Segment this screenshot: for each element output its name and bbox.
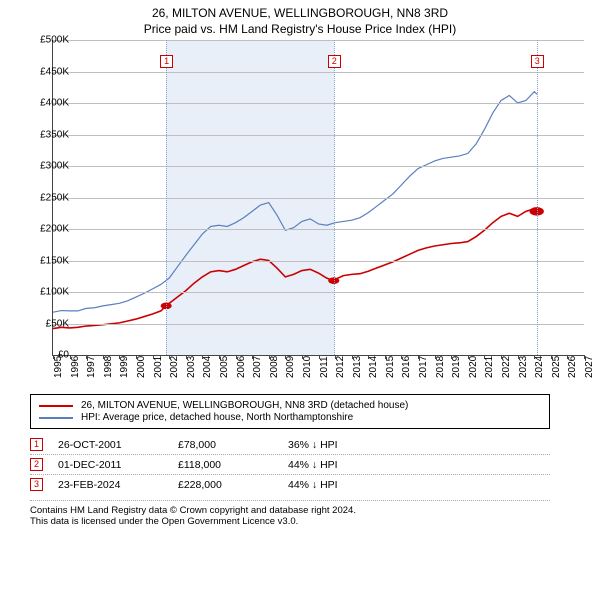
transaction-date: 23-FEB-2024 bbox=[58, 479, 178, 491]
x-axis-label: 2004 bbox=[202, 356, 213, 378]
y-axis-label: £150K bbox=[19, 255, 69, 266]
transaction-delta: 36% ↓ HPI bbox=[288, 439, 550, 451]
transaction-guideline bbox=[334, 40, 335, 355]
footer-line-2: This data is licensed under the Open Gov… bbox=[30, 516, 550, 527]
legend-swatch bbox=[39, 417, 73, 419]
gridline bbox=[53, 135, 584, 136]
x-axis-label: 1995 bbox=[53, 356, 64, 378]
x-axis-label: 2009 bbox=[285, 356, 296, 378]
y-axis-label: £250K bbox=[19, 192, 69, 203]
y-axis-label: £200K bbox=[19, 224, 69, 235]
gridline bbox=[53, 229, 584, 230]
y-axis-label: £350K bbox=[19, 129, 69, 140]
legend-row: HPI: Average price, detached house, Nort… bbox=[39, 412, 541, 423]
plot-area: £0£50K£100K£150K£200K£250K£300K£350K£400… bbox=[52, 40, 584, 356]
transaction-marker: 3 bbox=[531, 55, 544, 68]
footer-line-1: Contains HM Land Registry data © Crown c… bbox=[30, 505, 550, 516]
legend-swatch bbox=[39, 405, 73, 407]
x-axis-label: 2013 bbox=[352, 356, 363, 378]
x-axis-label: 2005 bbox=[219, 356, 230, 378]
x-axis-label: 2024 bbox=[534, 356, 545, 378]
transaction-guideline bbox=[166, 40, 167, 355]
x-axis-label: 2020 bbox=[468, 356, 479, 378]
gridline bbox=[53, 261, 584, 262]
x-axis-label: 2015 bbox=[385, 356, 396, 378]
plot-wrap: £0£50K£100K£150K£200K£250K£300K£350K£400… bbox=[30, 40, 590, 380]
gridline bbox=[53, 292, 584, 293]
x-axis-label: 2018 bbox=[435, 356, 446, 378]
y-axis-label: £50K bbox=[19, 318, 69, 329]
x-axis-label: 2006 bbox=[236, 356, 247, 378]
transaction-marker-icon: 1 bbox=[30, 438, 43, 451]
series-line bbox=[53, 92, 537, 313]
gridline bbox=[53, 166, 584, 167]
y-axis-label: £400K bbox=[19, 98, 69, 109]
transaction-price: £78,000 bbox=[178, 439, 288, 451]
transactions-table: 1 26-OCT-2001£78,00036% ↓ HPI 2 01-DEC-2011… bbox=[30, 435, 550, 494]
x-axis-label: 2003 bbox=[186, 356, 197, 378]
x-axis-label: 2022 bbox=[501, 356, 512, 378]
chart-title-address: 26, MILTON AVENUE, WELLINGBOROUGH, NN8 3… bbox=[0, 6, 600, 20]
x-axis-label: 1998 bbox=[103, 356, 114, 378]
transaction-marker: 1 bbox=[160, 55, 173, 68]
x-axis-label: 2019 bbox=[451, 356, 462, 378]
x-axis-label: 2021 bbox=[484, 356, 495, 378]
y-axis-label: £500K bbox=[19, 35, 69, 46]
transaction-row: 2 01-DEC-2011£118,00044% ↓ HPI bbox=[30, 454, 550, 474]
x-axis-label: 2008 bbox=[269, 356, 280, 378]
x-axis-label: 2011 bbox=[319, 356, 330, 378]
x-axis-label: 2017 bbox=[418, 356, 429, 378]
legend: 26, MILTON AVENUE, WELLINGBOROUGH, NN8 3… bbox=[30, 394, 550, 429]
chart-subtitle: Price paid vs. HM Land Registry's House … bbox=[0, 22, 600, 36]
x-axis-label: 2012 bbox=[335, 356, 346, 378]
gridline bbox=[53, 324, 584, 325]
legend-label: HPI: Average price, detached house, Nort… bbox=[81, 412, 353, 423]
x-axis-label: 2010 bbox=[302, 356, 313, 378]
x-axis-label: 1996 bbox=[70, 356, 81, 378]
x-axis-label: 2026 bbox=[567, 356, 578, 378]
y-axis-label: £300K bbox=[19, 161, 69, 172]
transaction-price: £228,000 bbox=[178, 479, 288, 491]
x-axis-label: 2027 bbox=[584, 356, 595, 378]
gridline bbox=[53, 40, 584, 41]
transaction-delta: 44% ↓ HPI bbox=[288, 479, 550, 491]
legend-label: 26, MILTON AVENUE, WELLINGBOROUGH, NN8 3… bbox=[81, 400, 408, 411]
transaction-date: 26-OCT-2001 bbox=[58, 439, 178, 451]
page: 26, MILTON AVENUE, WELLINGBOROUGH, NN8 3… bbox=[0, 0, 600, 590]
gridline bbox=[53, 72, 584, 73]
x-axis-label: 2001 bbox=[153, 356, 164, 378]
transaction-row: 3 23-FEB-2024£228,00044% ↓ HPI bbox=[30, 474, 550, 494]
legend-row: 26, MILTON AVENUE, WELLINGBOROUGH, NN8 3… bbox=[39, 400, 541, 411]
x-axis-label: 2023 bbox=[518, 356, 529, 378]
transaction-row: 1 26-OCT-2001£78,00036% ↓ HPI bbox=[30, 435, 550, 454]
gridline bbox=[53, 103, 584, 104]
transaction-marker: 2 bbox=[328, 55, 341, 68]
x-axis-label: 2025 bbox=[551, 356, 562, 378]
x-axis-label: 2007 bbox=[252, 356, 263, 378]
transaction-guideline bbox=[537, 40, 538, 355]
transaction-price: £118,000 bbox=[178, 459, 288, 471]
x-axis-label: 2014 bbox=[368, 356, 379, 378]
transaction-date: 01-DEC-2011 bbox=[58, 459, 178, 471]
y-axis-label: £100K bbox=[19, 287, 69, 298]
x-axis-label: 1997 bbox=[86, 356, 97, 378]
transaction-marker-icon: 3 bbox=[30, 478, 43, 491]
x-axis-label: 2016 bbox=[401, 356, 412, 378]
chart-titles: 26, MILTON AVENUE, WELLINGBOROUGH, NN8 3… bbox=[0, 6, 600, 36]
transaction-delta: 44% ↓ HPI bbox=[288, 459, 550, 471]
gridline bbox=[53, 198, 584, 199]
x-axis-label: 1999 bbox=[119, 356, 130, 378]
transaction-marker-icon: 2 bbox=[30, 458, 43, 471]
x-axis-label: 2002 bbox=[169, 356, 180, 378]
x-axis-label: 2000 bbox=[136, 356, 147, 378]
y-axis-label: £450K bbox=[19, 66, 69, 77]
footer: Contains HM Land Registry data © Crown c… bbox=[30, 500, 550, 527]
